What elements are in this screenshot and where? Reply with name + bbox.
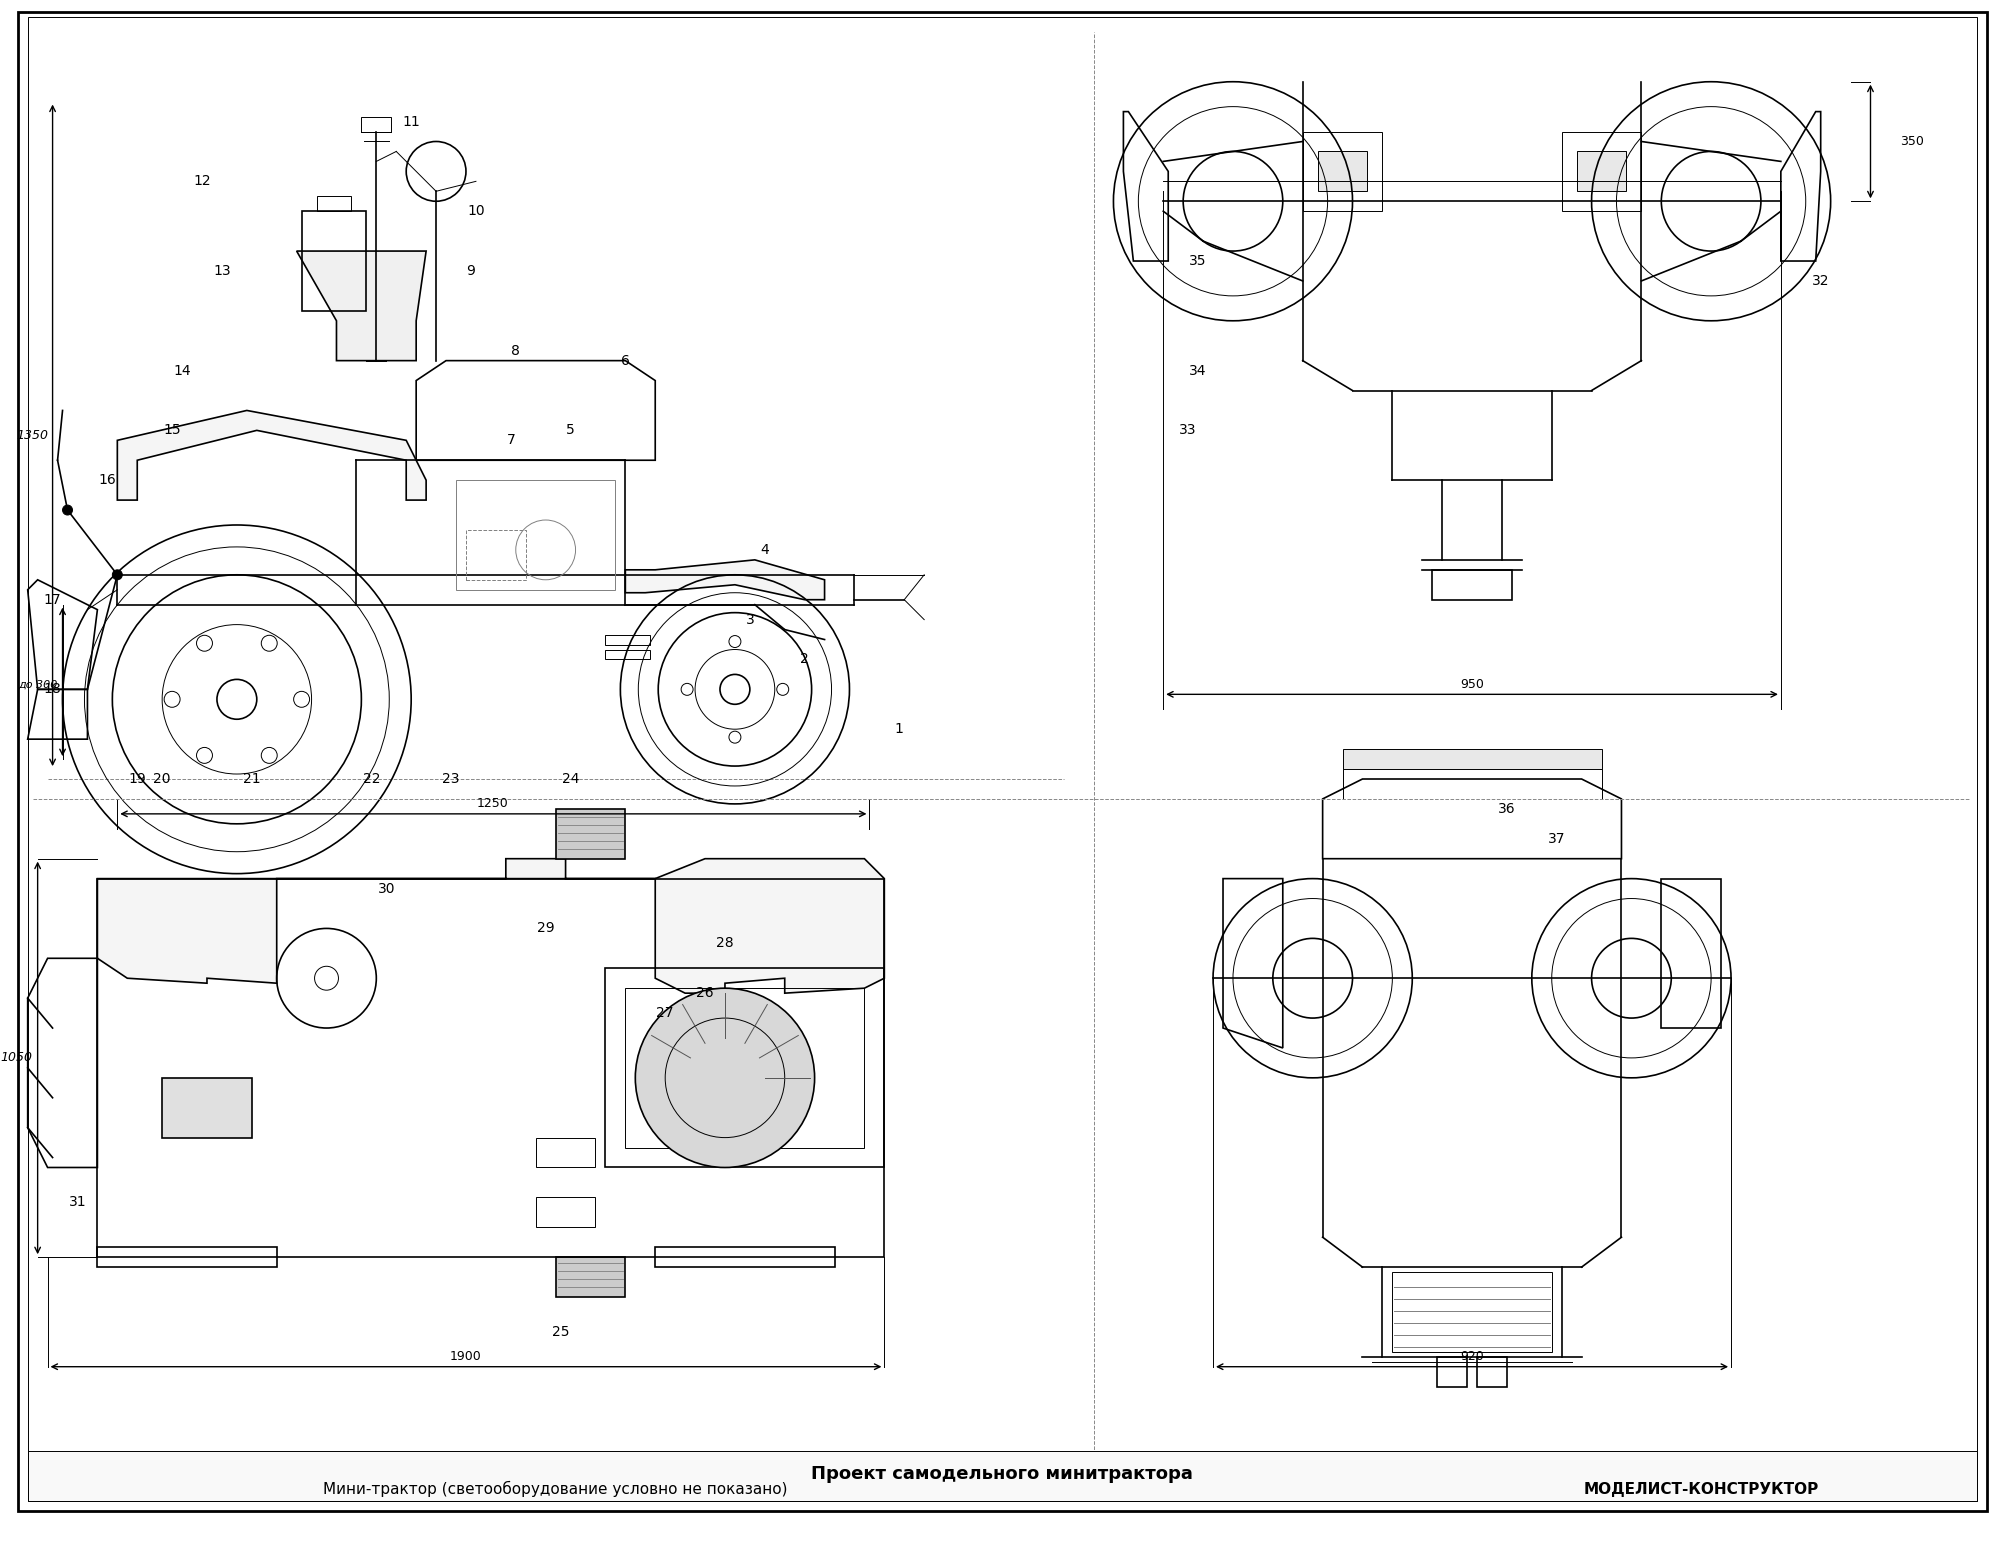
Bar bbox=[655, 1247, 835, 1267]
Text: 30: 30 bbox=[377, 881, 395, 895]
Text: 11: 11 bbox=[401, 114, 419, 128]
Bar bbox=[465, 530, 525, 580]
Text: 14: 14 bbox=[174, 363, 192, 377]
Bar bbox=[1478, 1356, 1508, 1386]
Text: 34: 34 bbox=[1190, 363, 1206, 377]
Text: Мини-трактор (светооборудование условно не показано): Мини-трактор (светооборудование условно … bbox=[324, 1481, 789, 1497]
Text: 1350: 1350 bbox=[16, 429, 48, 441]
Text: 22: 22 bbox=[363, 772, 379, 786]
Text: МОДЕЛИСТ-КОНСТРУКТОР: МОДЕЛИСТ-КОНСТРУКТОР bbox=[1584, 1481, 1819, 1497]
Text: 31: 31 bbox=[68, 1196, 86, 1210]
Text: 2: 2 bbox=[801, 653, 809, 666]
Text: 13: 13 bbox=[214, 263, 232, 278]
Text: 37: 37 bbox=[1548, 833, 1566, 847]
Polygon shape bbox=[298, 251, 425, 360]
Text: 24: 24 bbox=[561, 772, 579, 786]
Text: 4: 4 bbox=[761, 543, 769, 557]
Bar bbox=[1438, 1356, 1468, 1386]
Bar bbox=[98, 879, 885, 1257]
Text: 8: 8 bbox=[511, 343, 519, 357]
Bar bbox=[1302, 131, 1382, 210]
Text: 27: 27 bbox=[657, 1006, 673, 1020]
Polygon shape bbox=[555, 809, 625, 859]
Bar bbox=[1432, 571, 1512, 600]
Text: Проект самодельного минитрактора: Проект самодельного минитрактора bbox=[811, 1465, 1192, 1483]
Circle shape bbox=[635, 988, 815, 1168]
Text: 1050: 1050 bbox=[0, 1051, 32, 1065]
Text: 950: 950 bbox=[1460, 678, 1484, 691]
Text: 26: 26 bbox=[697, 987, 713, 1001]
Text: 1900: 1900 bbox=[449, 1350, 481, 1363]
Text: 36: 36 bbox=[1498, 801, 1516, 815]
Bar bbox=[318, 196, 351, 210]
Circle shape bbox=[112, 571, 122, 580]
Text: 920: 920 bbox=[1460, 1350, 1484, 1363]
Text: 12: 12 bbox=[194, 175, 212, 189]
Text: 25: 25 bbox=[551, 1325, 569, 1339]
Circle shape bbox=[62, 505, 72, 514]
Text: 10: 10 bbox=[467, 204, 485, 218]
Bar bbox=[605, 635, 651, 644]
Text: 21: 21 bbox=[244, 772, 262, 786]
Text: 33: 33 bbox=[1180, 424, 1196, 438]
Text: 6: 6 bbox=[621, 354, 629, 368]
Polygon shape bbox=[625, 560, 825, 600]
Bar bbox=[535, 1197, 595, 1227]
Polygon shape bbox=[98, 859, 885, 993]
Text: 9: 9 bbox=[467, 263, 475, 278]
Text: 35: 35 bbox=[1190, 254, 1206, 268]
Bar bbox=[162, 1077, 252, 1138]
Bar bbox=[605, 650, 651, 659]
Text: 17: 17 bbox=[44, 592, 62, 606]
Text: 16: 16 bbox=[98, 474, 116, 486]
Text: 1250: 1250 bbox=[477, 797, 509, 811]
Text: 1: 1 bbox=[895, 722, 905, 736]
Text: 5: 5 bbox=[567, 424, 575, 438]
Text: 23: 23 bbox=[441, 772, 459, 786]
Bar bbox=[302, 210, 365, 310]
Text: 19: 19 bbox=[128, 772, 146, 786]
Bar bbox=[1562, 131, 1642, 210]
Bar bbox=[1392, 1272, 1552, 1352]
Polygon shape bbox=[555, 1257, 625, 1297]
Text: 18: 18 bbox=[44, 683, 62, 697]
Bar bbox=[1318, 151, 1368, 192]
Bar bbox=[1342, 750, 1602, 769]
Bar bbox=[625, 988, 865, 1147]
Text: 32: 32 bbox=[1811, 274, 1829, 288]
Bar bbox=[605, 968, 885, 1168]
Text: 20: 20 bbox=[154, 772, 172, 786]
Text: 15: 15 bbox=[164, 424, 182, 438]
Bar bbox=[535, 1138, 595, 1168]
Text: 7: 7 bbox=[507, 433, 515, 447]
Text: 350: 350 bbox=[1901, 136, 1925, 148]
Polygon shape bbox=[118, 410, 425, 500]
Text: 29: 29 bbox=[537, 921, 555, 935]
Text: 3: 3 bbox=[745, 613, 755, 627]
Text: 28: 28 bbox=[717, 937, 733, 951]
Bar bbox=[28, 1451, 1977, 1501]
Bar bbox=[98, 1247, 278, 1267]
Bar bbox=[361, 117, 391, 131]
Bar bbox=[1578, 151, 1626, 192]
Bar bbox=[455, 480, 615, 589]
Text: до 300: до 300 bbox=[18, 680, 58, 689]
